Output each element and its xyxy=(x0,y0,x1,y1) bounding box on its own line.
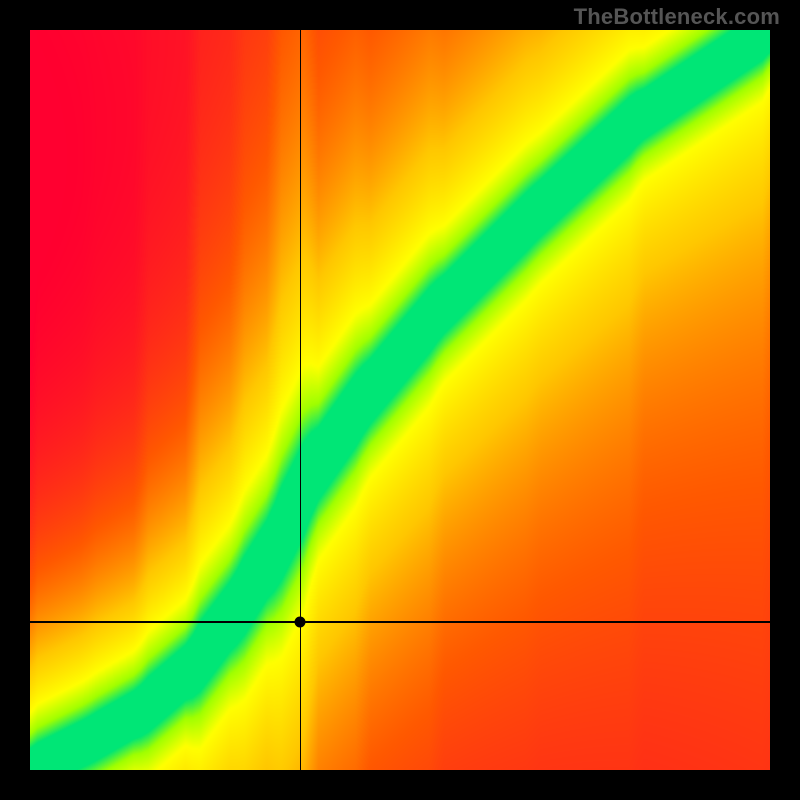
heatmap-canvas xyxy=(30,30,770,770)
crosshair-horizontal xyxy=(30,621,770,622)
plot-area xyxy=(30,30,770,770)
crosshair-vertical xyxy=(300,30,301,770)
watermark-text: TheBottleneck.com xyxy=(574,4,780,30)
crosshair-marker xyxy=(295,617,306,628)
